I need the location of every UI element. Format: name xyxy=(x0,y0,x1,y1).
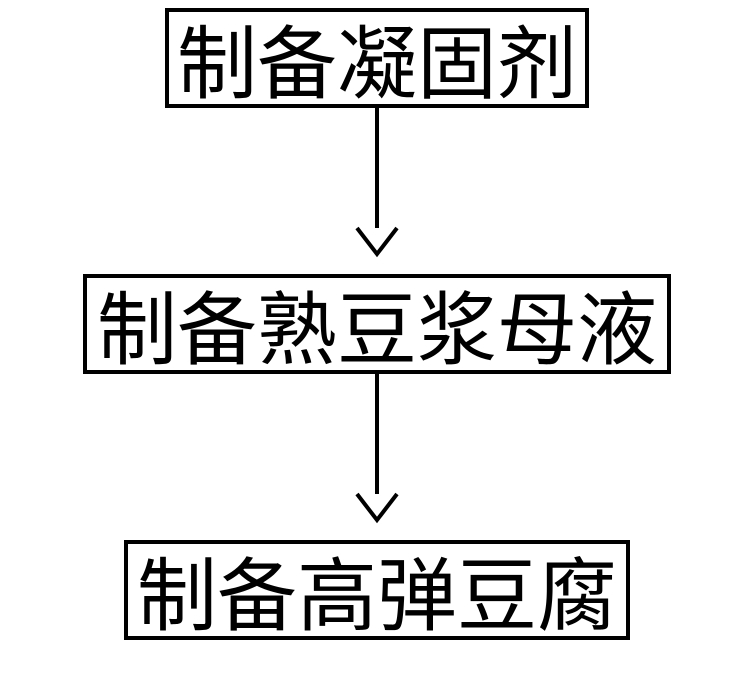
flow-arrow-2 xyxy=(351,374,403,540)
flow-node-step2: 制备熟豆浆母液 xyxy=(83,274,671,374)
flow-node-label: 制备熟豆浆母液 xyxy=(97,266,657,382)
flow-node-step1: 制备凝固剂 xyxy=(165,8,589,108)
flow-arrow-1 xyxy=(351,108,403,274)
flow-node-step3: 制备高弹豆腐 xyxy=(124,540,630,640)
flow-node-label: 制备高弹豆腐 xyxy=(137,532,617,648)
flow-node-label: 制备凝固剂 xyxy=(177,0,577,116)
flowchart-container: 制备凝固剂 制备熟豆浆母液 制备高弹豆腐 xyxy=(0,0,754,687)
